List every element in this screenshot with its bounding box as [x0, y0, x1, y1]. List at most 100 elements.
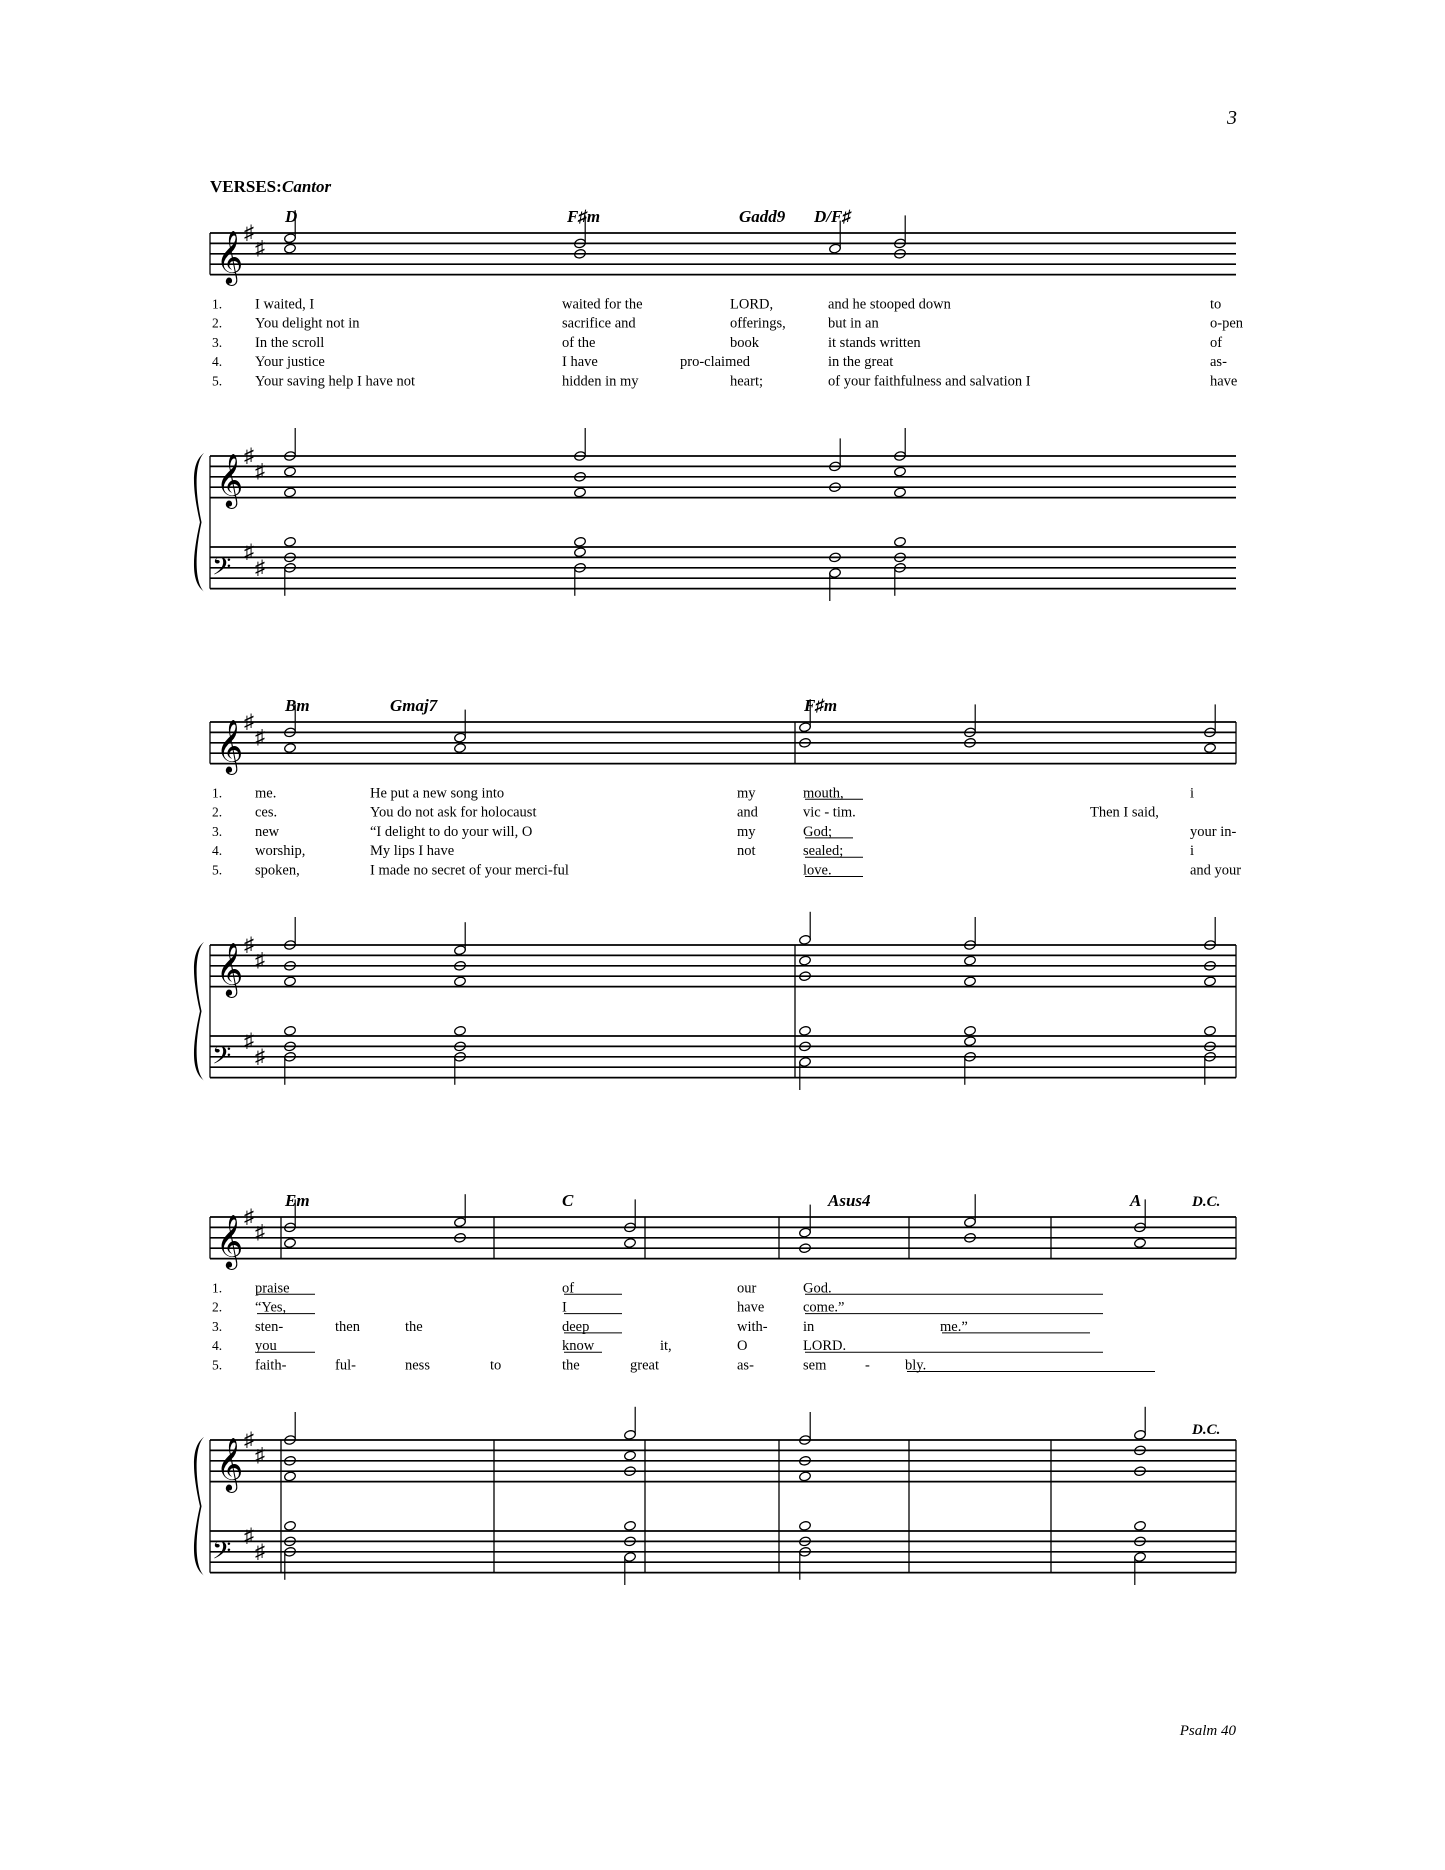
svg-text:pro-claimed: pro-claimed	[680, 354, 751, 370]
svg-text:in the great: in the great	[828, 354, 893, 370]
svg-text:♯: ♯	[255, 557, 265, 579]
svg-text:You delight not in: You delight not in	[255, 316, 360, 332]
svg-text:𝄢: 𝄢	[212, 1043, 231, 1076]
svg-text:Then I said,: Then I said,	[1090, 805, 1159, 821]
svg-text:LORD,: LORD,	[730, 296, 773, 312]
svg-text:and he stooped down: and he stooped down	[828, 296, 952, 312]
svg-text:and: and	[737, 805, 759, 821]
svg-text:3.: 3.	[212, 1319, 222, 1334]
svg-text:3: 3	[1226, 107, 1237, 129]
svg-text:♯: ♯	[244, 934, 254, 956]
svg-text:i: i	[1190, 843, 1194, 859]
svg-text:great: great	[630, 1358, 659, 1374]
svg-text:5.: 5.	[212, 1358, 222, 1373]
svg-text:Gadd9: Gadd9	[739, 207, 786, 226]
svg-text:♯: ♯	[244, 1525, 254, 1547]
svg-text:Your justice: Your justice	[255, 354, 325, 370]
svg-text:to: to	[490, 1358, 501, 1374]
svg-text:o-pen: o-pen	[1210, 316, 1244, 332]
svg-text:sacrifice and: sacrifice and	[562, 316, 636, 332]
svg-text:♯: ♯	[244, 541, 254, 563]
svg-text:♯: ♯	[244, 445, 254, 467]
svg-text:𝄞: 𝄞	[216, 720, 243, 775]
svg-text:new: new	[255, 824, 280, 840]
svg-text:O: O	[737, 1338, 747, 1354]
svg-text:Bm: Bm	[284, 696, 310, 715]
svg-text:ces.: ces.	[255, 805, 277, 821]
svg-text:waited for the: waited for the	[562, 296, 643, 312]
svg-text:1.: 1.	[212, 785, 222, 800]
svg-text:4.: 4.	[212, 1338, 222, 1353]
svg-text:the: the	[562, 1358, 580, 1374]
svg-text:Psalm 40: Psalm 40	[1179, 1723, 1237, 1739]
svg-text:i: i	[1190, 785, 1194, 801]
svg-text:book: book	[730, 335, 760, 351]
svg-text:of your faithfulness and salva: of your faithfulness and salvation I	[828, 374, 1031, 390]
svg-text:my: my	[737, 785, 756, 801]
svg-text:with-: with-	[737, 1319, 768, 1335]
svg-text:♯: ♯	[244, 1206, 254, 1228]
svg-text:Gmaj7: Gmaj7	[390, 696, 439, 715]
svg-text:have: have	[737, 1300, 764, 1316]
svg-text:A: A	[1129, 1191, 1141, 1210]
svg-text:Asus4: Asus4	[827, 1191, 871, 1210]
svg-text:me.: me.	[255, 785, 276, 801]
svg-text:heart;: heart;	[730, 374, 763, 390]
svg-text:𝄞: 𝄞	[216, 231, 243, 286]
svg-text:♯: ♯	[255, 1445, 265, 1467]
svg-text:ful-: ful-	[335, 1358, 356, 1374]
svg-text:-: -	[865, 1358, 870, 1374]
svg-text:♯: ♯	[255, 727, 265, 749]
svg-text:as-: as-	[737, 1358, 754, 1374]
svg-text:Em: Em	[284, 1191, 310, 1210]
svg-text:5.: 5.	[212, 863, 222, 878]
svg-text:sten-: sten-	[255, 1319, 283, 1335]
svg-text:then: then	[335, 1319, 361, 1335]
svg-text:4.: 4.	[212, 843, 222, 858]
svg-text:Your saving help I have not: Your saving help I have not	[255, 374, 415, 390]
svg-text:D/F♯: D/F♯	[813, 207, 852, 226]
svg-text:hidden in my: hidden in my	[562, 374, 639, 390]
svg-text:our: our	[737, 1280, 757, 1296]
svg-text:Cantor: Cantor	[282, 177, 332, 196]
svg-text:1.: 1.	[212, 1280, 222, 1295]
svg-text:𝄞: 𝄞	[216, 454, 243, 509]
svg-text:♯: ♯	[255, 950, 265, 972]
svg-text:the: the	[405, 1319, 423, 1335]
svg-text:spoken,: spoken,	[255, 863, 300, 879]
svg-text:1.: 1.	[212, 296, 222, 311]
svg-text:it stands written: it stands written	[828, 335, 921, 351]
svg-text:not: not	[737, 843, 756, 859]
svg-text:of: of	[1210, 335, 1222, 351]
svg-text:♯: ♯	[244, 1030, 254, 1052]
svg-text:it,: it,	[660, 1338, 672, 1354]
svg-text:C: C	[562, 1191, 574, 1210]
svg-text:𝄢: 𝄢	[212, 1538, 231, 1571]
svg-text:3.: 3.	[212, 335, 222, 350]
svg-text:your in-: your in-	[1190, 824, 1236, 840]
svg-text:He put a new song into: He put a new song into	[370, 785, 504, 801]
svg-text:𝄢: 𝄢	[212, 554, 231, 587]
svg-text:I have: I have	[562, 354, 598, 370]
svg-text:My lips I have: My lips I have	[370, 843, 454, 859]
svg-text:♯: ♯	[255, 1541, 265, 1563]
svg-text:sem: sem	[803, 1358, 827, 1374]
svg-text:♯: ♯	[255, 1046, 265, 1068]
svg-text:faith-: faith-	[255, 1358, 287, 1374]
svg-text:♯: ♯	[255, 461, 265, 483]
svg-text:♯: ♯	[255, 1222, 265, 1244]
svg-text:𝄞: 𝄞	[216, 1215, 243, 1270]
svg-text:I made no secret of your merci: I made no secret of your merci-ful	[370, 863, 569, 879]
svg-text:2.: 2.	[212, 805, 222, 820]
svg-text:4.: 4.	[212, 354, 222, 369]
svg-text:vic - tim.: vic - tim.	[803, 805, 856, 821]
svg-text:♯: ♯	[244, 711, 254, 733]
svg-text:VERSES:: VERSES:	[210, 177, 282, 196]
svg-text:I waited, I: I waited, I	[255, 296, 314, 312]
svg-text:♯: ♯	[244, 222, 254, 244]
svg-text:to: to	[1210, 296, 1221, 312]
svg-text:offerings,: offerings,	[730, 316, 786, 332]
svg-text:F♯m: F♯m	[803, 696, 837, 715]
svg-text:ness: ness	[405, 1358, 430, 1374]
svg-text:my: my	[737, 824, 756, 840]
